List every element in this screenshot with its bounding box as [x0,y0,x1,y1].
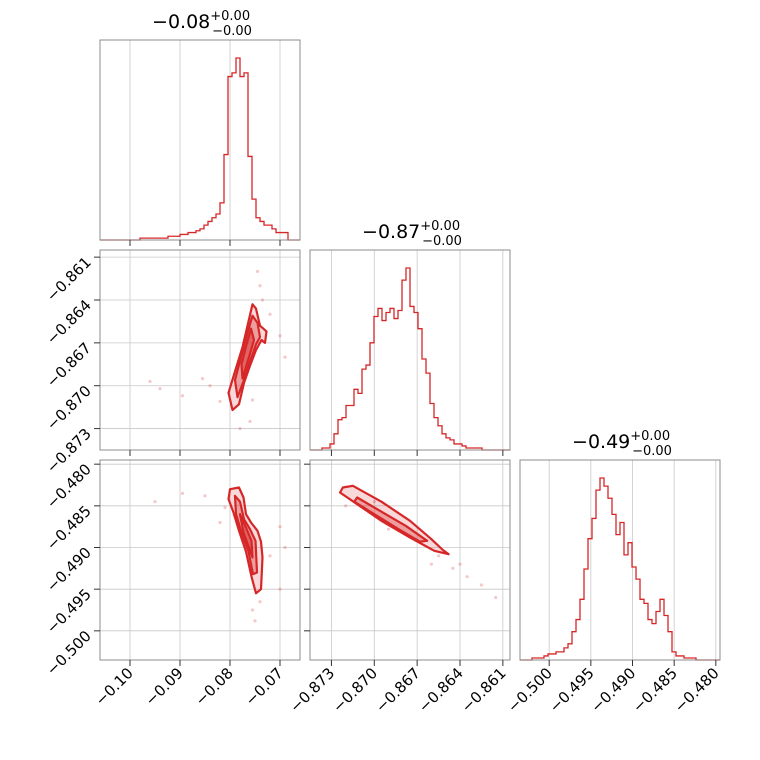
y-tick-label: −0.500 [43,627,95,679]
sample-point [458,562,462,566]
y-tick-label: −0.495 [43,585,95,637]
sample-point [250,608,255,612]
panel-2d-2-0 [153,486,287,623]
param-title-1: −0.87+0.00 −0.00 [362,219,462,249]
title-minus: −0.00 [632,444,672,459]
param-title-2: −0.49+0.00 −0.00 [572,429,672,459]
sample-point [386,527,391,531]
panel-2d-2-1 [338,484,498,600]
panel-2d-1-0 [148,269,287,431]
panel-grid-2-1 [310,460,510,660]
sample-point [248,419,252,424]
title-minus: −0.00 [212,24,252,39]
y-tick-label: −0.870 [43,382,95,434]
x-tick-label: −0.500 [504,664,556,716]
panel-frame-2-1 [309,459,511,661]
y-tick-label: −0.490 [43,544,95,596]
x-tick-label: −0.870 [329,664,381,716]
panel-grid-0-0 [129,40,281,240]
x-tick-label: −0.867 [372,664,424,716]
sample-point [258,600,262,604]
sample-point [158,386,162,391]
title-plus: +0.00 [420,219,460,234]
y-tick-label: −0.861 [43,253,95,305]
sample-point [278,334,282,338]
title-plus: +0.00 [210,9,250,24]
sample-point [283,545,287,550]
sample-point [250,398,255,402]
x-tick-label: −0.10 [92,664,137,709]
param-title-0: −0.08+0.00 −0.00 [152,9,252,39]
title-value: −0.87 [362,221,420,243]
x-tick-label: −0.07 [242,664,287,709]
x-tick-label: −0.485 [629,664,681,716]
panel-grid-1-1 [331,250,504,450]
sample-point [268,312,272,316]
panel-grid-2-0 [100,460,300,660]
x-tick-label: −0.873 [286,664,338,716]
panel-frame-2-0 [99,459,301,661]
x-tick-label: −0.09 [142,664,187,709]
title-value: −0.49 [572,431,630,453]
x-tick-label: −0.08 [192,664,237,709]
panel-grid-1-0 [100,250,300,450]
sample-point [153,500,157,504]
sample-point [180,394,185,398]
histogram-1 [310,267,510,451]
histogram-0 [100,57,300,241]
sample-point [494,595,498,600]
sample-point [238,426,242,431]
y-tick-label: −0.867 [43,339,95,391]
sample-point [278,525,282,529]
sample-point [278,587,282,591]
panel-frame-0-0 [99,39,301,241]
sample-point [203,494,207,498]
sample-point [260,298,265,302]
histogram-2 [520,477,720,661]
sample-point [208,384,212,388]
panel-frame-1-0 [99,249,301,451]
sample-point [200,376,205,381]
y-tick-label: −0.485 [43,502,95,554]
sample-point [258,284,262,288]
y-tick-label: −0.864 [43,296,95,348]
x-tick-label: −0.490 [587,664,639,716]
x-tick-label: −0.495 [546,664,598,716]
density-contour-1 [353,496,429,543]
sample-point [283,355,287,359]
sample-point [465,575,469,579]
sample-point [479,583,484,587]
title-minus: −0.00 [422,234,462,249]
x-tick-label: −0.864 [415,664,467,716]
sample-point [253,619,257,623]
sample-point [218,520,222,525]
title-plus: +0.00 [630,429,670,444]
sample-point [255,269,260,274]
sample-point [372,500,376,504]
sample-point [451,566,455,570]
panel-frame-2-2 [519,459,721,661]
sample-point [148,379,152,384]
x-tick-label: −0.861 [458,664,510,716]
title-value: −0.08 [152,11,210,33]
sample-point [344,504,348,508]
sample-point [180,491,185,495]
x-tick-label: −0.480 [671,664,723,716]
density-contour-2 [238,513,254,559]
sample-point [436,554,441,558]
sample-point [223,505,227,510]
sample-point [268,554,272,558]
panel-frame-1-1 [309,249,511,451]
sample-point [429,562,434,566]
sample-point [218,399,222,404]
density-contour-2 [240,327,256,380]
